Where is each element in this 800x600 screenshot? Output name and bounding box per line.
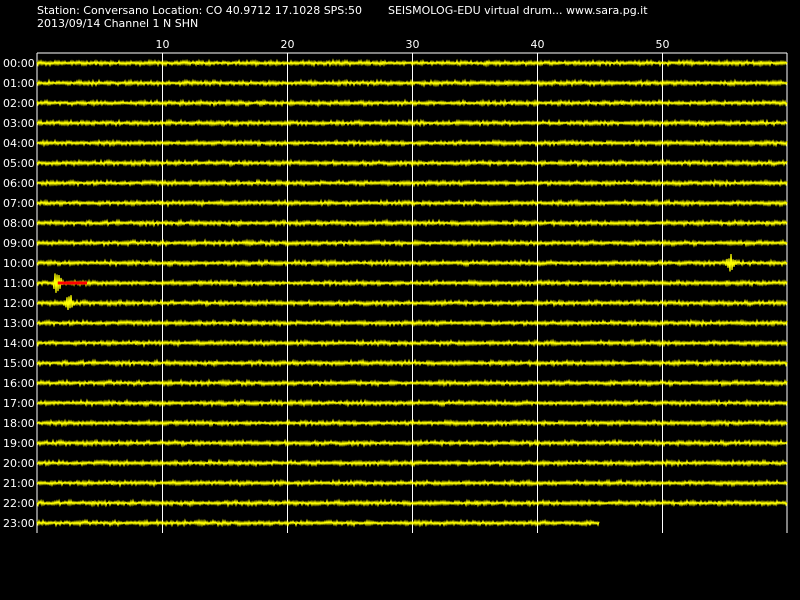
trace-0100 bbox=[36, 78, 788, 88]
row-label-0000: 00:00 bbox=[3, 57, 35, 70]
traces bbox=[36, 58, 788, 528]
x-tick-40: 40 bbox=[531, 38, 545, 51]
trace-0900 bbox=[36, 238, 788, 248]
row-label-0700: 07:00 bbox=[3, 197, 35, 210]
x-tick-20: 20 bbox=[281, 38, 295, 51]
row-label-1100: 11:00 bbox=[3, 277, 35, 290]
row-label-0500: 05:00 bbox=[3, 157, 35, 170]
row-label-1500: 15:00 bbox=[3, 357, 35, 370]
trace-1200 bbox=[36, 295, 788, 310]
x-tick-50: 50 bbox=[656, 38, 670, 51]
row-label-1600: 16:00 bbox=[3, 377, 35, 390]
trace-1100 bbox=[36, 273, 788, 293]
row-label-1700: 17:00 bbox=[3, 397, 35, 410]
trace-1300 bbox=[36, 318, 788, 328]
row-label-1000: 10:00 bbox=[3, 257, 35, 270]
row-label-1800: 18:00 bbox=[3, 417, 35, 430]
row-label-0600: 06:00 bbox=[3, 177, 35, 190]
date-channel-info: 2013/09/14 Channel 1 N SHN bbox=[37, 17, 199, 30]
trace-2100 bbox=[36, 478, 788, 488]
trace-0600 bbox=[36, 178, 788, 188]
row-label-2000: 20:00 bbox=[3, 457, 35, 470]
trace-1500 bbox=[36, 358, 788, 368]
row-label-0800: 08:00 bbox=[3, 217, 35, 230]
grid-lines bbox=[162, 53, 663, 533]
trace-2200 bbox=[36, 498, 788, 508]
row-label-0100: 01:00 bbox=[3, 77, 35, 90]
trace-1400 bbox=[36, 338, 788, 348]
trace-2000 bbox=[36, 458, 788, 468]
x-tick-10: 10 bbox=[156, 38, 170, 51]
row-label-0400: 04:00 bbox=[3, 137, 35, 150]
row-label-1200: 12:00 bbox=[3, 297, 35, 310]
trace-1000 bbox=[36, 253, 788, 272]
station-info: Station: Conversano Location: CO 40.9712… bbox=[37, 4, 362, 17]
trace-0800 bbox=[36, 218, 788, 228]
trace-0700 bbox=[36, 198, 788, 208]
row-label-2300: 23:00 bbox=[3, 517, 35, 530]
x-tick-30: 30 bbox=[406, 38, 420, 51]
row-label-0900: 09:00 bbox=[3, 237, 35, 250]
row-labels: 00:00 01:00 02:00 03:00 04:00 05:00 06:00 07:00… bbox=[3, 57, 35, 530]
trace-1700 bbox=[36, 398, 788, 408]
row-label-0200: 02:00 bbox=[3, 97, 35, 110]
row-label-1900: 19:00 bbox=[3, 437, 35, 450]
trace-1800 bbox=[36, 418, 788, 428]
row-label-2100: 21:00 bbox=[3, 477, 35, 490]
trace-1900 bbox=[36, 438, 788, 448]
row-label-1300: 13:00 bbox=[3, 317, 35, 330]
trace-2300 bbox=[36, 518, 600, 528]
trace-0300 bbox=[36, 118, 788, 128]
x-tick-labels: 10 20 30 40 50 bbox=[156, 38, 670, 51]
trace-0500 bbox=[36, 158, 788, 168]
row-label-1400: 14:00 bbox=[3, 337, 35, 350]
row-label-2200: 22:00 bbox=[3, 497, 35, 510]
row-label-0300: 03:00 bbox=[3, 117, 35, 130]
trace-1600 bbox=[36, 378, 788, 388]
trace-0200 bbox=[36, 98, 788, 108]
trace-0400 bbox=[36, 138, 788, 148]
app-title: SEISMOLOG-EDU virtual drum... www.sara.p… bbox=[388, 4, 648, 17]
trace-0000 bbox=[36, 58, 788, 68]
